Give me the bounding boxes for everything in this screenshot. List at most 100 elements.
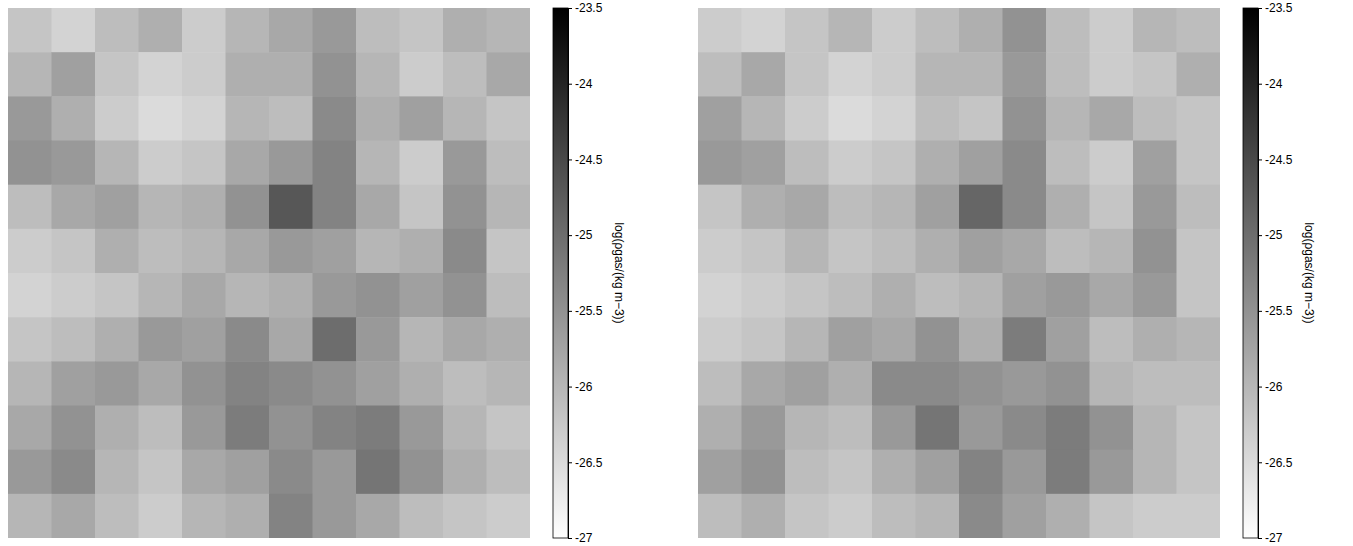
cell [1133, 273, 1177, 318]
tick-mark [568, 387, 572, 388]
cell [1177, 494, 1221, 538]
cell [269, 96, 313, 141]
cell [829, 273, 873, 318]
cell [139, 96, 183, 141]
cell [52, 273, 96, 318]
cell [400, 8, 444, 53]
cell [1090, 96, 1134, 141]
cell [95, 494, 139, 538]
cell [313, 317, 357, 362]
cell [269, 273, 313, 318]
cell [785, 450, 829, 495]
cell [356, 229, 400, 274]
cell [1046, 317, 1090, 362]
tick: -23.5 [568, 1, 603, 15]
tick-label: -27 [575, 531, 593, 545]
tick-label: -25.5 [575, 304, 603, 318]
tick: -27 [1258, 531, 1283, 545]
cell [872, 8, 916, 53]
cell [269, 8, 313, 53]
cell [139, 273, 183, 318]
cell [182, 494, 226, 538]
cell [829, 494, 873, 538]
cell [443, 317, 487, 362]
cell [95, 317, 139, 362]
cell [443, 96, 487, 141]
cell [698, 450, 742, 495]
cell [400, 185, 444, 230]
tick-label: -26.5 [1265, 456, 1293, 470]
cell [182, 450, 226, 495]
cell [959, 96, 1003, 141]
cell [742, 229, 786, 274]
cell [959, 229, 1003, 274]
cell [1133, 96, 1177, 141]
cell [356, 406, 400, 451]
tick: -24.5 [568, 153, 603, 167]
cell [139, 450, 183, 495]
cell [872, 52, 916, 97]
cell [1090, 317, 1134, 362]
cell [400, 361, 444, 406]
cell [52, 229, 96, 274]
tick-label: -25.5 [1265, 304, 1293, 318]
tick-label: -26 [575, 380, 593, 394]
colorbar-title: log(ρgas/(kg m−3)) [1302, 222, 1316, 323]
cell [313, 494, 357, 538]
heatmap-cells [698, 8, 1220, 538]
cell [52, 450, 96, 495]
cell [226, 317, 270, 362]
cell [269, 52, 313, 97]
cell [95, 8, 139, 53]
cell [1090, 361, 1134, 406]
cell [742, 96, 786, 141]
cell [785, 317, 829, 362]
tick-label: -27 [1265, 531, 1283, 545]
tick: -23.5 [1258, 1, 1293, 15]
cell [139, 494, 183, 538]
cell [1133, 450, 1177, 495]
cell [742, 450, 786, 495]
cell [698, 273, 742, 318]
cell [1003, 317, 1047, 362]
cell [1177, 52, 1221, 97]
cell [269, 185, 313, 230]
tick-label: -23.5 [1265, 1, 1293, 15]
tick-mark [568, 159, 572, 160]
cell [226, 361, 270, 406]
cell [356, 52, 400, 97]
cell [443, 8, 487, 53]
tick-mark [1258, 8, 1262, 9]
cell [139, 52, 183, 97]
cell [916, 317, 960, 362]
cell [443, 185, 487, 230]
cell [829, 229, 873, 274]
cell [52, 141, 96, 186]
cell [95, 141, 139, 186]
tick-label: -25 [575, 228, 593, 242]
cell [959, 273, 1003, 318]
cell [443, 494, 487, 538]
cell [785, 229, 829, 274]
cell [226, 273, 270, 318]
cell [356, 450, 400, 495]
cell [443, 229, 487, 274]
cell [698, 317, 742, 362]
colorbar-gradient [1243, 8, 1258, 538]
cell [698, 406, 742, 451]
tick-mark [568, 84, 572, 85]
cell [400, 96, 444, 141]
cell [139, 229, 183, 274]
cell [959, 8, 1003, 53]
cell [487, 8, 531, 53]
cell [872, 96, 916, 141]
colorbar-title: log(ρgas/(kg m−3)) [612, 222, 626, 323]
cell [182, 229, 226, 274]
cell [1133, 141, 1177, 186]
cell [785, 494, 829, 538]
cell [916, 96, 960, 141]
cell [8, 273, 52, 318]
tick-label: -24 [1265, 77, 1283, 91]
cell [52, 361, 96, 406]
cell [829, 406, 873, 451]
